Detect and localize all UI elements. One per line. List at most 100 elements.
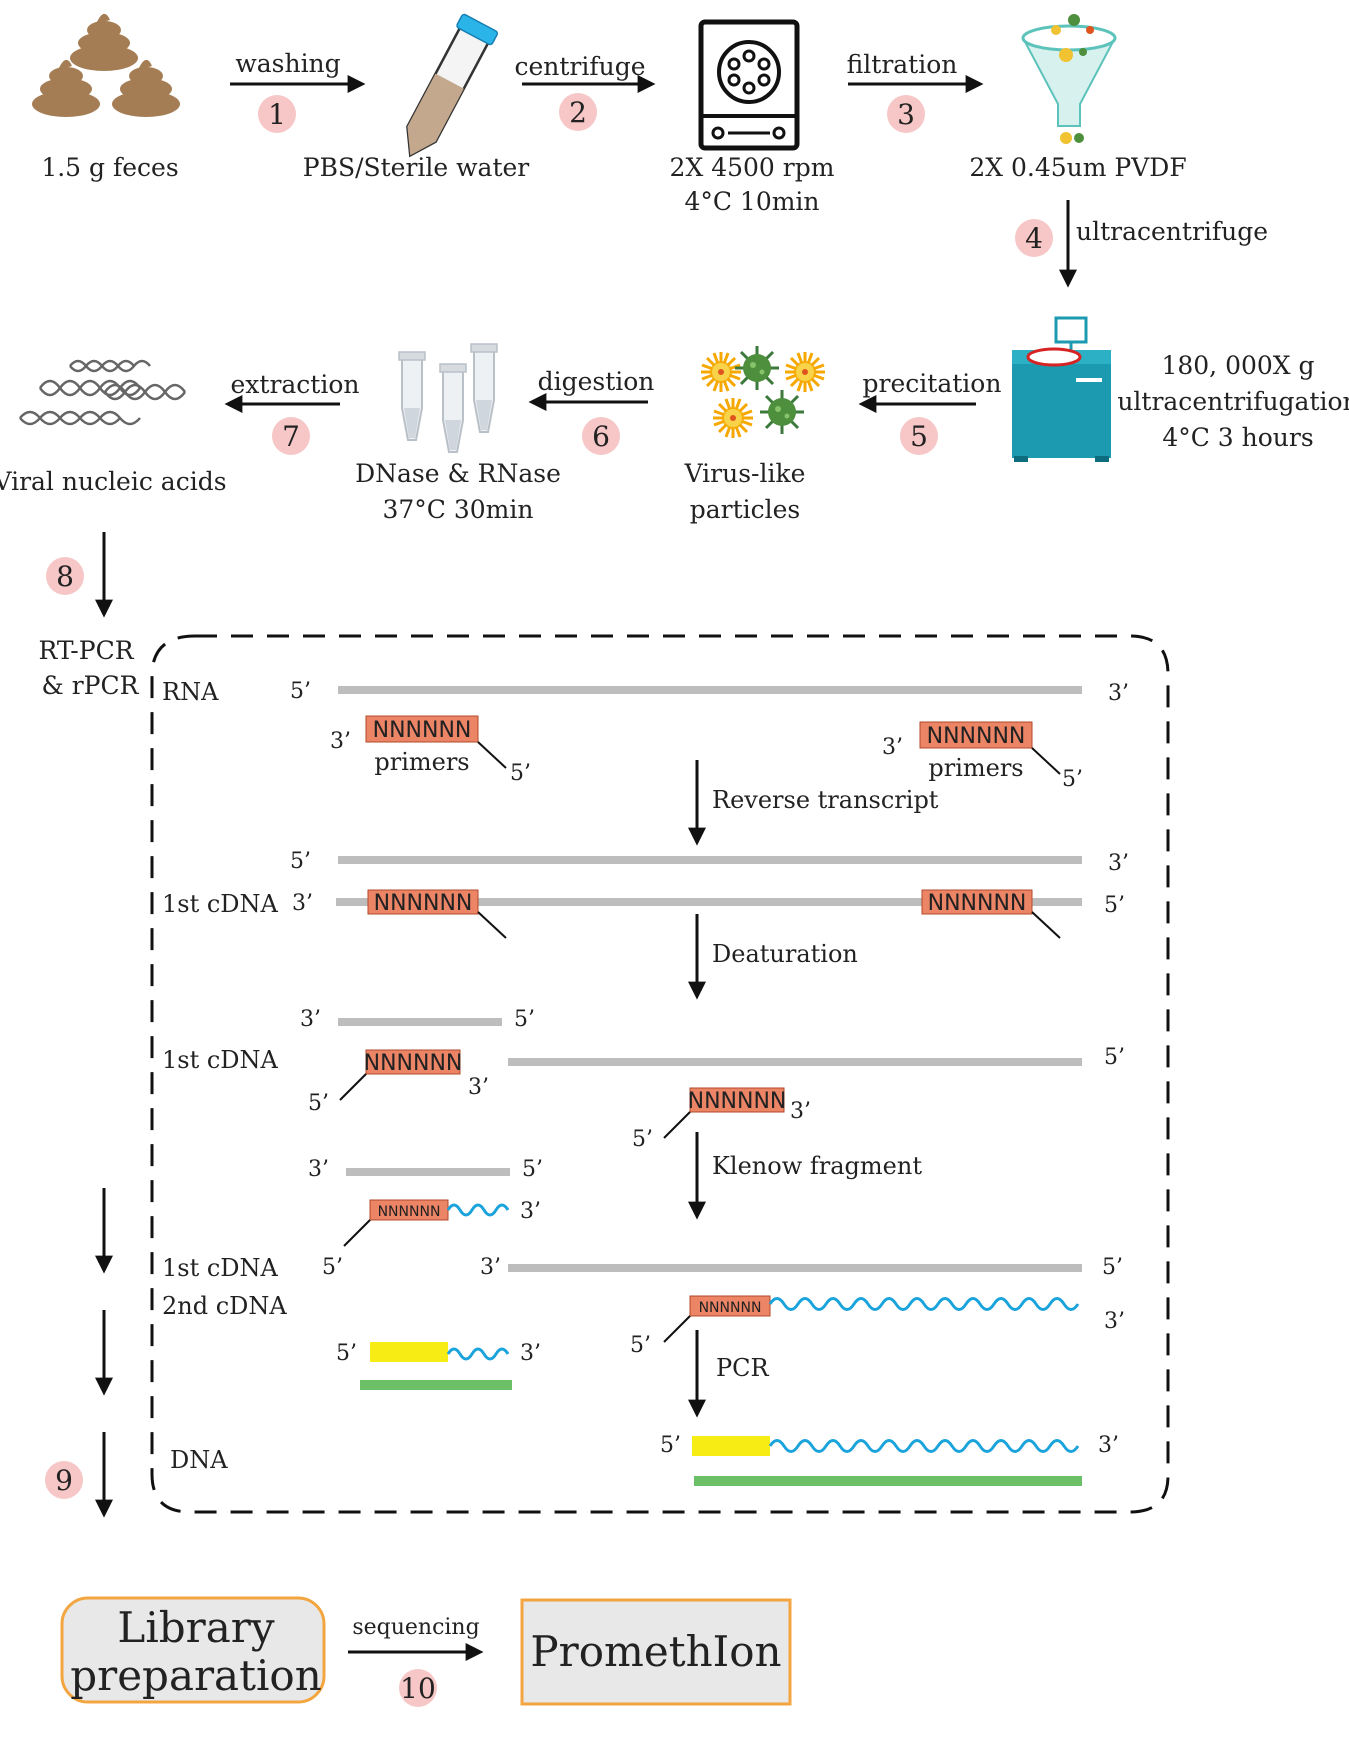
cdna-primer-right-nnn: NNNNNN bbox=[928, 891, 1027, 916]
washing-label: washing bbox=[235, 49, 340, 78]
dna-wave bbox=[768, 1439, 1080, 1453]
rna-3prime: 3’ bbox=[1108, 681, 1129, 706]
ultracentrifuge-label: ultracentrifuge bbox=[1076, 217, 1268, 246]
row10-5prime: 5’ bbox=[630, 1333, 651, 1358]
deaturation-label: Deaturation bbox=[712, 940, 858, 968]
row9-3prime: 3’ bbox=[480, 1255, 501, 1280]
rpm-line1: 2X 4500 rpm bbox=[670, 153, 835, 182]
step-circle-5 bbox=[900, 417, 938, 455]
cdna-primer-left-nnn: NNNNNN bbox=[374, 891, 473, 916]
step-number-6: 6 bbox=[592, 420, 610, 453]
dna-yellow bbox=[692, 1436, 770, 1456]
primer-left-nnn: NNNNNN bbox=[373, 718, 472, 743]
library-preparation-box bbox=[60, 1596, 326, 1704]
step-number-4: 4 bbox=[1025, 222, 1043, 255]
digestion-label: digestion bbox=[538, 367, 655, 396]
row6-5prime: 5’ bbox=[632, 1127, 653, 1152]
step-circle-3 bbox=[887, 95, 925, 133]
centrifuge-label: centrifuge bbox=[514, 52, 645, 81]
denat-primer-right-nnn: NNNNNN bbox=[688, 1089, 787, 1114]
product-small-yellow bbox=[370, 1342, 448, 1362]
second-cdna-wave bbox=[768, 1297, 1080, 1311]
feces-icon bbox=[32, 13, 180, 117]
row11-3prime: 3’ bbox=[520, 1341, 541, 1366]
rpm-line2: 4°C 10min bbox=[684, 187, 819, 216]
step-circle-6 bbox=[582, 417, 620, 455]
primer-left bbox=[365, 715, 479, 743]
row2-3prime: 3’ bbox=[1108, 851, 1129, 876]
library-line1: Library bbox=[117, 1603, 274, 1652]
virus-particles-icon bbox=[699, 344, 827, 440]
dna-label: DNA bbox=[170, 1446, 228, 1474]
row5-5prime-left: 5’ bbox=[308, 1091, 329, 1116]
rtpcr-line2: & rPCR bbox=[42, 671, 140, 700]
sequencing-label: sequencing bbox=[352, 1615, 479, 1640]
step-number-8: 8 bbox=[56, 560, 74, 593]
extraction-label: extraction bbox=[231, 370, 360, 399]
step-circle-1 bbox=[258, 95, 296, 133]
first-cdna-label-2: 1st cDNA bbox=[162, 1046, 279, 1074]
step-circle-4 bbox=[1015, 219, 1053, 257]
second-cdna-primer-nnn: NNNNNN bbox=[699, 1300, 762, 1316]
rna-label: RNA bbox=[162, 678, 219, 706]
row4-3prime: 3’ bbox=[300, 1007, 321, 1032]
step-number-7: 7 bbox=[282, 420, 300, 453]
feces-label: 1.5 g feces bbox=[41, 153, 178, 182]
second-cdna-label: 2nd cDNA bbox=[162, 1292, 287, 1320]
row8-3prime: 3’ bbox=[520, 1199, 541, 1224]
rna-strand-2 bbox=[338, 856, 1082, 864]
library-line2: preparation bbox=[70, 1651, 322, 1700]
rna-5prime: 5’ bbox=[290, 679, 311, 704]
dna-3prime: 3’ bbox=[1098, 1433, 1119, 1458]
rt-pcr-process-box bbox=[150, 634, 1170, 1514]
vlp-line1: Virus-like bbox=[684, 459, 806, 488]
uc-line3: 4°C 3 hours bbox=[1162, 423, 1313, 452]
primer-left-3prime: 3’ bbox=[330, 729, 351, 754]
microtubes-icon bbox=[398, 343, 498, 453]
pcr-label: PCR bbox=[716, 1354, 770, 1382]
step-number-10: 10 bbox=[400, 1672, 436, 1705]
uc-line2: ultracentrifugation bbox=[1117, 387, 1349, 416]
primers-right-label: primers bbox=[928, 754, 1023, 782]
first-cdna-label-1: 1st cDNA bbox=[162, 890, 279, 918]
centrifuge-icon bbox=[698, 19, 800, 151]
vlp-line2: particles bbox=[690, 495, 801, 524]
rtpcr-line1: RT-PCR bbox=[38, 636, 134, 665]
primers-left-label: primers bbox=[374, 748, 469, 776]
step-circle-7 bbox=[272, 417, 310, 455]
dnase-line2: 37°C 30min bbox=[382, 495, 533, 524]
dna-5prime: 5’ bbox=[660, 1433, 681, 1458]
step-number-5: 5 bbox=[910, 420, 928, 453]
step-circle-9 bbox=[45, 1461, 83, 1499]
step-circle-8 bbox=[46, 557, 84, 595]
precitation-label: precitation bbox=[863, 369, 1002, 398]
row3-5prime: 5’ bbox=[1104, 893, 1125, 918]
conical-tube-icon bbox=[406, 13, 499, 158]
denat-primer-left-nnn: NNNNNN bbox=[364, 1051, 463, 1076]
klenow-wave-left bbox=[446, 1203, 510, 1217]
step-circle-10 bbox=[399, 1669, 437, 1707]
primer-right-5prime: 5’ bbox=[1062, 767, 1083, 792]
rna-strand bbox=[338, 686, 1082, 694]
row3-3prime: 3’ bbox=[292, 891, 313, 916]
row9-5prime: 5’ bbox=[1102, 1255, 1123, 1280]
klenow-label: Klenow fragment bbox=[712, 1152, 922, 1180]
promethion-box bbox=[520, 1598, 792, 1706]
primer-right-3prime: 3’ bbox=[882, 735, 903, 760]
primer-right bbox=[919, 721, 1033, 749]
primer-right-nnn: NNNNNN bbox=[927, 724, 1026, 749]
viral-label: Viral nucleic acids bbox=[0, 467, 227, 496]
row6-3prime: 3’ bbox=[790, 1099, 811, 1124]
pbs-label: PBS/Sterile water bbox=[303, 153, 530, 182]
row7-3prime: 3’ bbox=[308, 1157, 329, 1182]
klenow-primer-left-nnn: NNNNNN bbox=[378, 1204, 441, 1220]
dna-helix-icon bbox=[19, 359, 187, 426]
first-cdna-label-3: 1st cDNA bbox=[162, 1254, 279, 1282]
promethion-label: PromethIon bbox=[530, 1627, 781, 1676]
step-number-9: 9 bbox=[55, 1464, 73, 1497]
dnase-line1: DNase & RNase bbox=[355, 459, 561, 488]
first-cdna-strand bbox=[336, 898, 1082, 906]
step-circle-2 bbox=[559, 93, 597, 131]
row10-3prime: 3’ bbox=[1104, 1309, 1125, 1334]
